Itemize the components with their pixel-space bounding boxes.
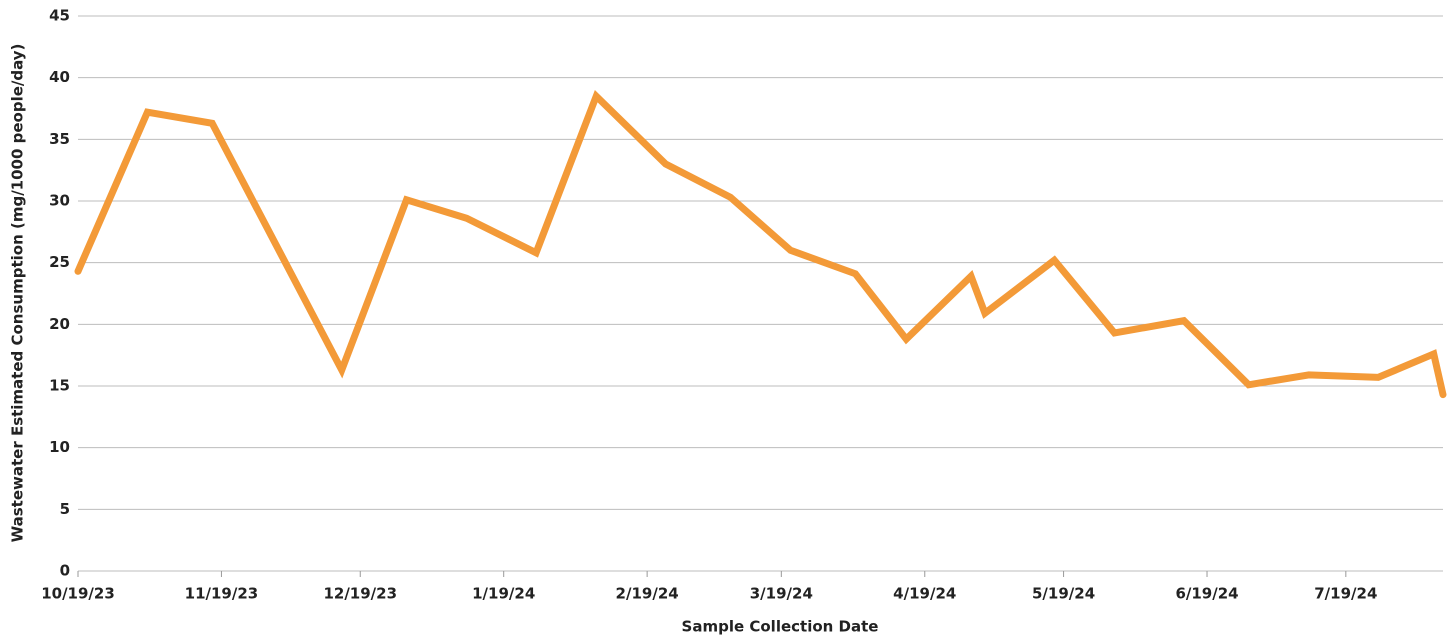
y-tick-label: 10	[49, 438, 70, 456]
y-tick-label: 40	[49, 68, 70, 86]
x-tick-label: 5/19/24	[1032, 585, 1095, 603]
y-tick-label: 30	[49, 192, 70, 210]
x-tick-label: 6/19/24	[1175, 585, 1238, 603]
y-axis-title: Wastewater Estimated Consumption (mg/100…	[9, 44, 27, 543]
y-tick-label: 35	[49, 130, 70, 148]
x-tick-label: 7/19/24	[1314, 585, 1377, 603]
x-axis-title: Sample Collection Date	[682, 618, 879, 636]
y-tick-label: 15	[49, 377, 70, 395]
y-tick-label: 45	[49, 7, 70, 25]
x-tick-label: 10/19/23	[41, 585, 115, 603]
x-tick-label: 4/19/24	[893, 585, 956, 603]
y-tick-label: 5	[60, 500, 70, 518]
x-tick-label: 2/19/24	[616, 585, 679, 603]
data-line	[74, 89, 1447, 399]
y-tick-label: 20	[49, 315, 70, 333]
x-tick-label: 1/19/24	[472, 585, 535, 603]
y-tick-label: 0	[60, 562, 70, 580]
y-tick-label: 25	[49, 253, 70, 271]
x-tick-label: 11/19/23	[185, 585, 259, 603]
x-tick-label: 3/19/24	[750, 585, 813, 603]
x-tick-label: 12/19/23	[323, 585, 397, 603]
